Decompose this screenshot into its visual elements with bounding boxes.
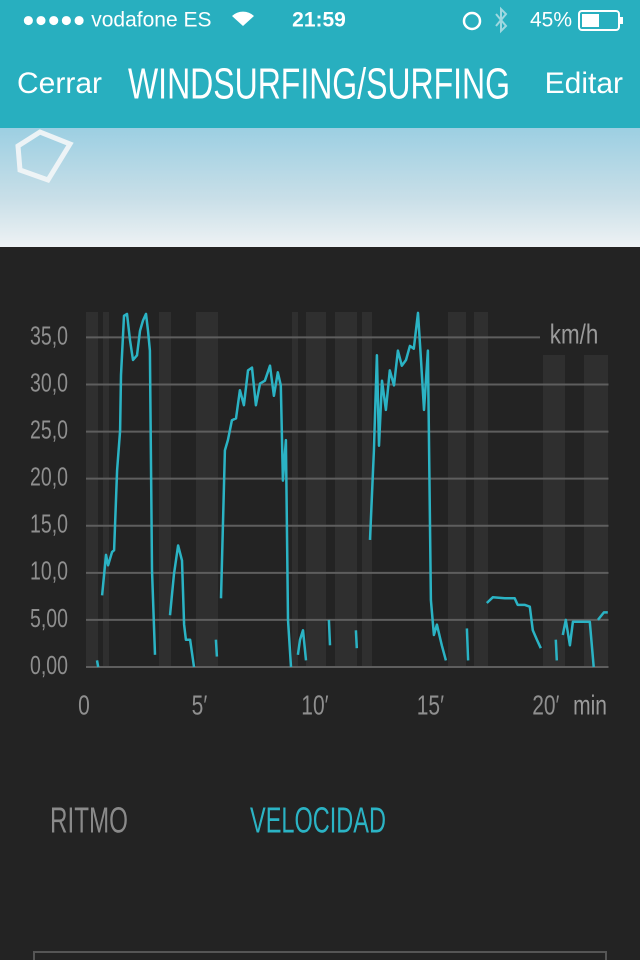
header-bg bbox=[0, 0, 640, 128]
x-unit: min bbox=[573, 691, 607, 722]
x-tick-label: 20′ bbox=[532, 691, 560, 722]
y-tick-label: 20,0 bbox=[30, 462, 68, 491]
edit-button[interactable]: Editar bbox=[545, 67, 623, 100]
bluetooth-icon bbox=[495, 6, 508, 34]
y-tick-label: 10,0 bbox=[30, 556, 68, 585]
y-tick-label: 25,0 bbox=[30, 415, 68, 444]
x-tick-label: 5′ bbox=[192, 691, 208, 722]
battery-text: 45% bbox=[530, 9, 572, 32]
y-tick-label: 30,0 bbox=[30, 368, 68, 397]
alarm-icon bbox=[462, 11, 482, 31]
y-tick-label: 5,00 bbox=[30, 603, 68, 632]
pause-bands bbox=[86, 312, 608, 667]
battery-icon bbox=[578, 10, 620, 31]
nav-title: WINDSURFING/SURFING bbox=[128, 60, 510, 109]
y-unit: km/h bbox=[550, 319, 599, 350]
x-tick-label: 0 bbox=[78, 691, 90, 722]
wifi-icon bbox=[232, 11, 254, 26]
speed-line bbox=[95, 311, 608, 668]
y-tick-label: 35,0 bbox=[30, 321, 68, 350]
x-tick-label: 15′ bbox=[417, 691, 445, 722]
clock: 21:59 bbox=[292, 9, 346, 32]
photo-object bbox=[15, 129, 74, 184]
tab-velocidad[interactable]: VELOCIDAD bbox=[250, 800, 386, 841]
tab-ritmo[interactable]: RITMO bbox=[50, 800, 128, 841]
x-tick-label: 10′ bbox=[301, 691, 329, 722]
bottom-card bbox=[33, 951, 607, 960]
activity-photo bbox=[0, 128, 640, 247]
battery-tip bbox=[620, 17, 623, 24]
y-tick-label: 15,0 bbox=[30, 509, 68, 538]
battery-level bbox=[582, 14, 599, 27]
carrier: ●●●●● vodafone ES bbox=[22, 9, 212, 32]
y-tick-label: 0,00 bbox=[30, 650, 68, 679]
chart: 0,00 5,00 10,0 15,0 20,0 25,0 30,0 35,0 0 5′ 10′ 15… bbox=[30, 311, 609, 722]
close-button[interactable]: Cerrar bbox=[17, 67, 102, 100]
